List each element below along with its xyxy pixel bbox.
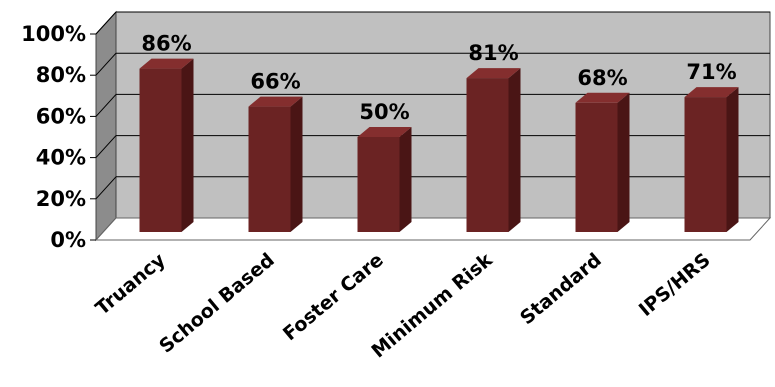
bar-front (139, 68, 182, 232)
back-wall (115, 11, 771, 219)
bar-front (575, 102, 618, 232)
y-tick-label: 0% (50, 228, 86, 252)
data-label: 71% (686, 60, 736, 84)
bar-top (139, 58, 194, 69)
y-tick-label: 40% (36, 146, 86, 170)
bars (139, 58, 739, 232)
bar-side (617, 92, 630, 232)
x-tick-label: Foster Care (279, 249, 388, 345)
bar-side (181, 58, 194, 232)
bar (139, 58, 194, 232)
gridline-side (95, 135, 117, 158)
bar (248, 96, 303, 232)
bar (684, 87, 739, 232)
x-tick-label: School Based (155, 249, 279, 358)
bar-top (357, 127, 412, 137)
bar-side (508, 68, 521, 232)
bar-side (399, 127, 412, 232)
bar-top (248, 96, 303, 107)
floor (94, 217, 772, 241)
bar (357, 127, 412, 232)
x-tick-label: Truancy (91, 249, 170, 320)
data-label: 66% (250, 70, 300, 94)
x-tick-label: IPS/HRS (635, 249, 715, 321)
data-label: 68% (577, 66, 627, 90)
bar-front (357, 137, 400, 232)
data-labels: 86% 66% 50% 81% 68% 71% (141, 32, 736, 124)
bar-front (466, 78, 509, 232)
data-label: 50% (359, 100, 409, 124)
bar-front (684, 97, 727, 232)
data-label: 86% (141, 32, 191, 56)
bar (575, 92, 630, 232)
y-tick-label: 80% (36, 63, 86, 87)
y-tick-label: 60% (36, 104, 86, 128)
y-axis-ticks: 0% 20% 40% 60% 80% 100% (21, 22, 96, 252)
gridline-side (95, 176, 117, 200)
y-tick-label: 100% (21, 22, 86, 46)
bar-top (684, 87, 739, 98)
gridline-side (95, 11, 117, 35)
bar-side (726, 87, 739, 232)
bar (466, 68, 521, 232)
gridline-side (95, 94, 117, 117)
bar-top (466, 68, 521, 79)
bar-top (575, 92, 630, 103)
side-wall (95, 10, 117, 242)
chart-walls (94, 10, 772, 242)
bar-side (290, 96, 303, 232)
x-tick-label: Standard (516, 249, 606, 329)
gridlines (95, 11, 770, 200)
gridline-side (95, 52, 117, 76)
bar-front (248, 106, 291, 232)
data-label: 81% (468, 41, 518, 65)
y-tick-label: 20% (36, 187, 86, 211)
